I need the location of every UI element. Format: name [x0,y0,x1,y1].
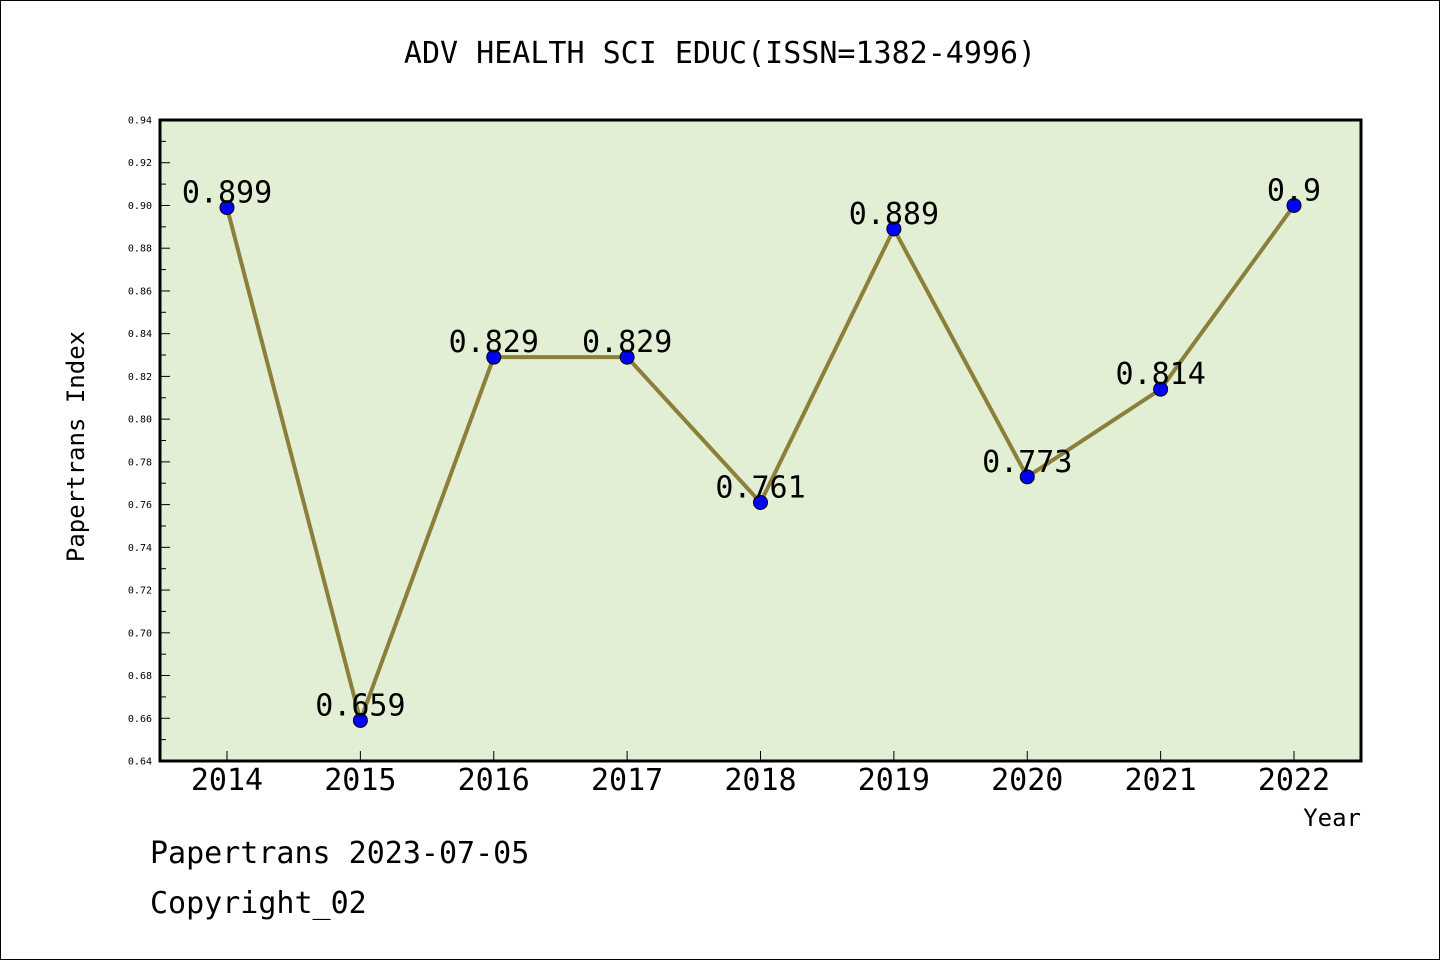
data-label: 0.773 [982,445,1072,480]
y-tick-label: 0.78 [128,457,152,468]
data-label: 0.761 [715,470,805,505]
y-axis-label: Papertrans Index [62,331,90,562]
y-tick-label: 0.68 [128,671,152,682]
data-label: 0.899 [182,176,272,211]
y-tick-label: 0.80 [128,415,152,426]
footer-date-text: Papertrans 2023-07-05 [150,836,530,871]
data-point [1286,197,1302,213]
data-label: 0.659 [315,688,405,723]
x-tick-label: 2015 [324,763,396,798]
y-tick-label: 0.94 [128,116,152,127]
x-tick-label: 2022 [1258,763,1330,798]
data-point [886,221,902,237]
y-tick-label: 0.84 [128,329,152,340]
y-tick-label: 0.70 [128,628,152,639]
x-tick-label: 2021 [1125,763,1197,798]
plot-area [158,118,1363,763]
y-tick-label: 0.64 [128,757,152,768]
y-tick-label: 0.82 [128,372,152,383]
data-point [352,712,368,728]
x-axis-label: Year [1303,804,1361,832]
y-tick-label: 0.74 [128,543,152,554]
data-point [753,494,768,510]
x-tick-label: 2020 [991,763,1063,798]
data-label: 0.829 [449,325,539,360]
y-tick-label: 0.92 [128,158,152,169]
data-point [486,349,502,365]
y-tick-label: 0.88 [128,244,152,255]
data-label: 0.9 [1267,173,1321,208]
x-tick-label: 2019 [858,763,930,798]
y-tick-label: 0.90 [128,201,152,212]
data-point [1019,469,1035,485]
y-tick-label: 0.72 [128,586,152,597]
y-tick-label: 0.76 [128,500,152,511]
data-point [219,200,235,216]
chart-title: ADV HEALTH SCI EDUC(ISSN=1382-4996) [403,36,1037,71]
x-tick-label: 2014 [191,763,263,798]
x-tick-label: 2017 [591,763,663,798]
data-label: 0.829 [582,325,672,360]
data-label: 0.889 [849,197,939,232]
x-tick-label: 2018 [724,763,796,798]
footer-copyright-text: Copyright_02 [150,886,367,921]
data-point [1153,381,1169,397]
data-point [619,349,635,365]
x-tick-label: 2016 [458,763,530,798]
y-tick-label: 0.66 [128,714,152,725]
y-tick-label: 0.86 [128,286,152,297]
data-label: 0.814 [1115,357,1205,392]
